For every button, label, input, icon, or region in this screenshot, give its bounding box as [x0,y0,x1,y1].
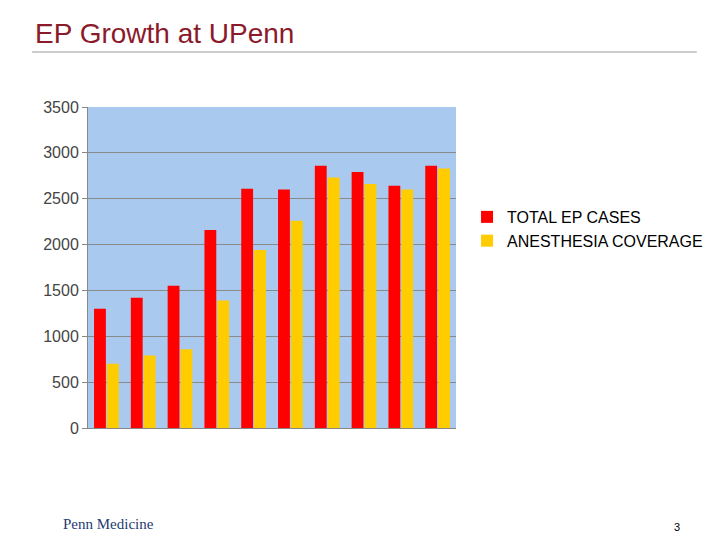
svg-text:3500: 3500 [43,99,79,116]
svg-text:2000: 2000 [43,236,79,253]
svg-text:ANESTHESIA COVERAGE: ANESTHESIA COVERAGE [507,233,703,250]
svg-text:0: 0 [70,420,79,437]
svg-text:3: 3 [674,521,680,533]
svg-text:TOTAL EP CASES: TOTAL EP CASES [507,209,641,226]
svg-text:1000: 1000 [43,328,79,345]
svg-text:2500: 2500 [43,190,79,207]
svg-text:Penn Medicine: Penn Medicine [63,516,154,532]
svg-text:500: 500 [52,374,79,391]
svg-text:EP Growth at UPenn: EP Growth at UPenn [35,18,294,49]
svg-text:3000: 3000 [43,144,79,161]
svg-text:1500: 1500 [43,282,79,299]
